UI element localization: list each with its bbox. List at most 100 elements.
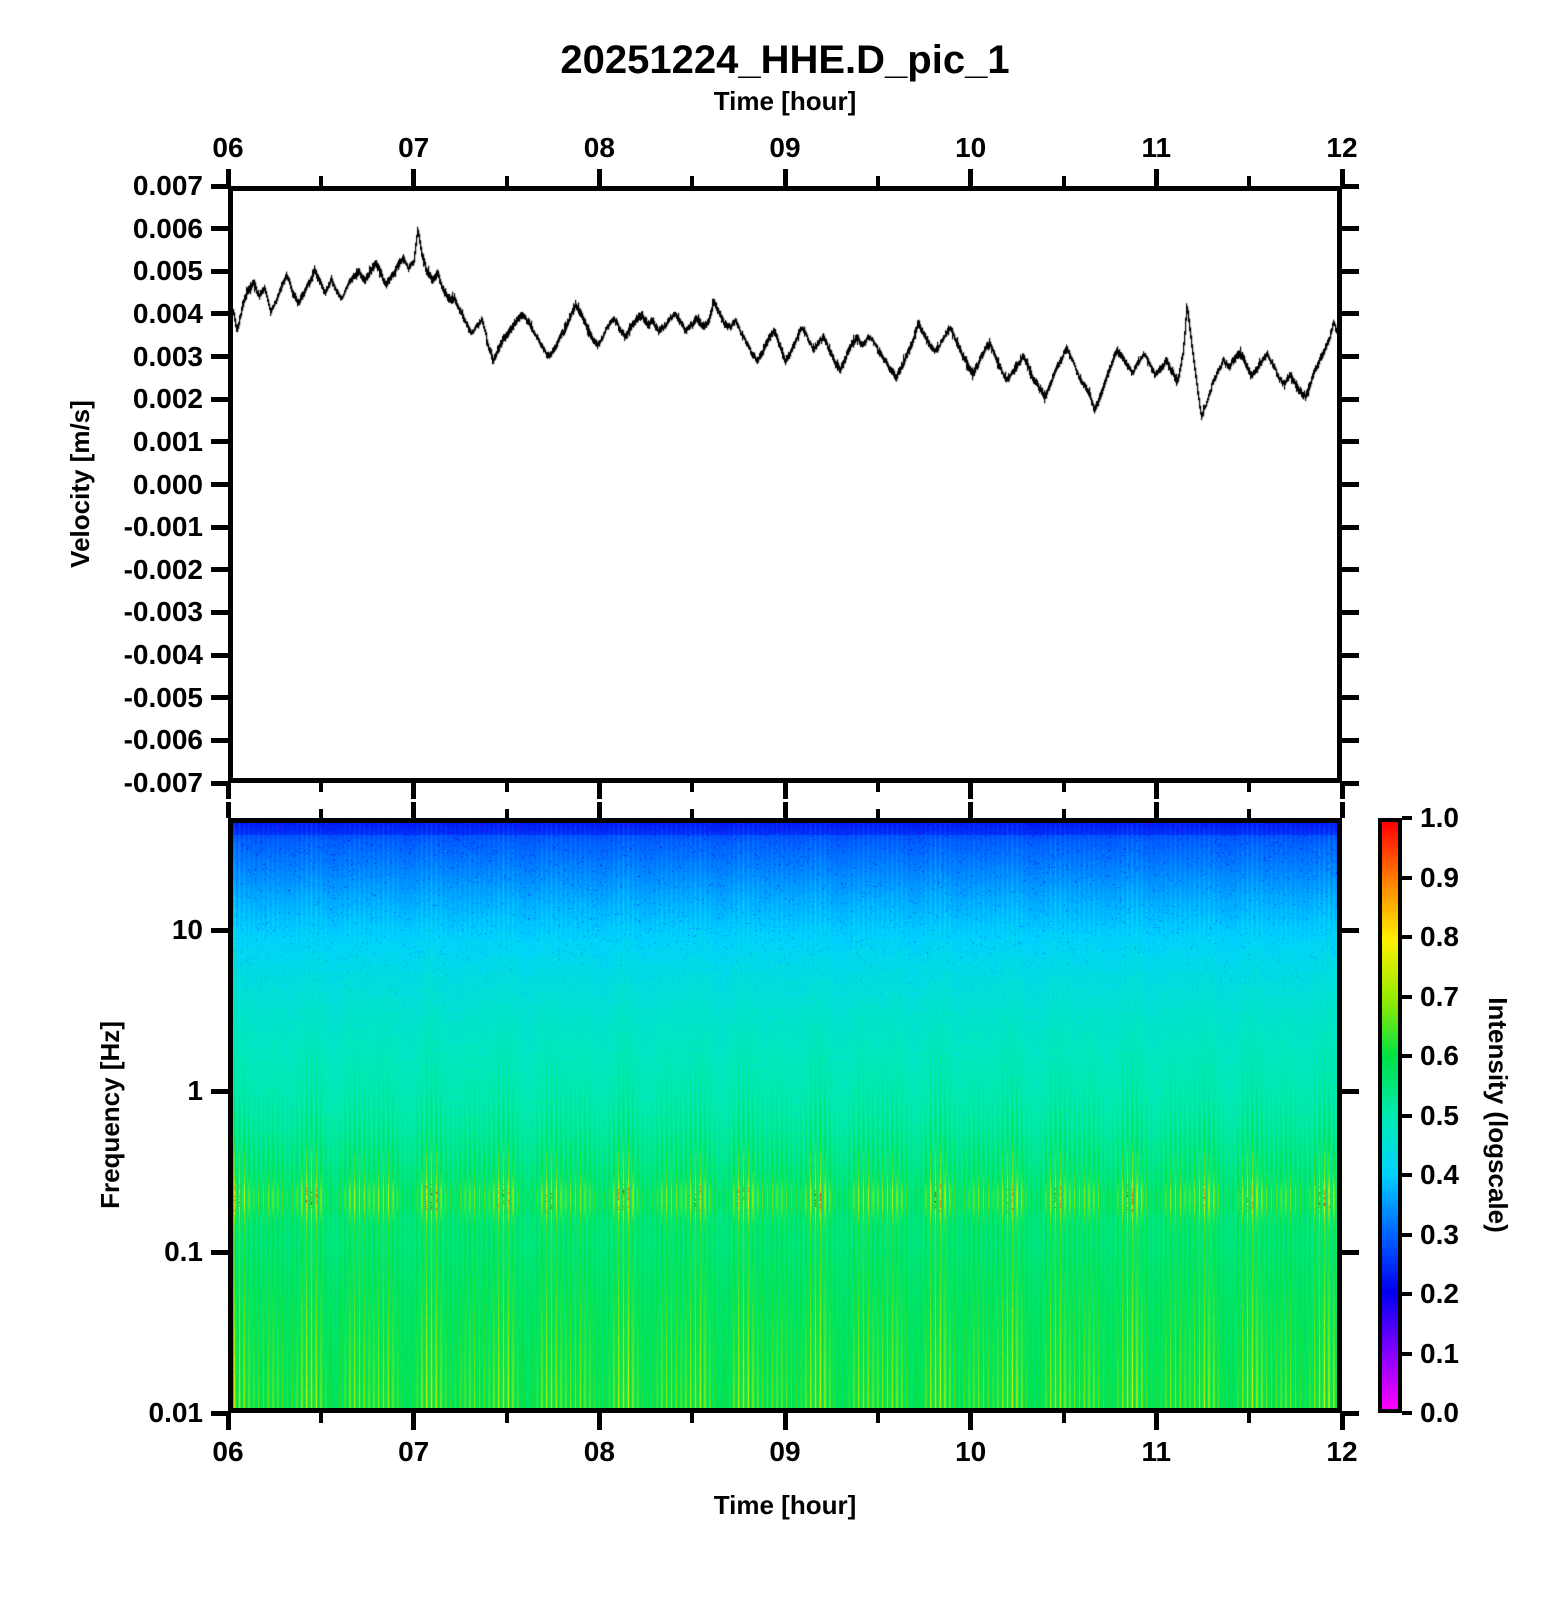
bottom-x-tick-label: 09	[769, 1436, 801, 1467]
frequency-tick-label: 1	[187, 1075, 203, 1107]
x-minor-tick	[1247, 1413, 1252, 1423]
x-minor-tick	[1247, 783, 1252, 792]
x-major-tick	[1153, 1413, 1159, 1430]
bottom-x-tick-label: 07	[398, 1436, 430, 1467]
velocity-tick-label: 0.001	[132, 425, 203, 457]
colorbar-tick	[1402, 1054, 1412, 1058]
y-major-tick	[211, 439, 228, 445]
y-major-tick	[211, 780, 228, 786]
top-x-tick-label: 09	[769, 132, 801, 163]
x-minor-tick	[875, 809, 880, 818]
x-minor-tick	[690, 783, 695, 792]
y-major-tick	[211, 927, 228, 933]
velocity-tick-label: -0.005	[123, 681, 203, 713]
x-minor-tick	[875, 783, 880, 792]
velocity-tick-label: 0.002	[132, 383, 203, 415]
velocity-tick-label: 0.004	[132, 297, 203, 329]
x-major-tick	[225, 783, 231, 799]
x-major-tick	[225, 1413, 231, 1430]
colorbar-tick-label: 0.0	[1420, 1397, 1459, 1428]
y-major-tick	[211, 1088, 228, 1094]
x-major-tick	[1339, 802, 1345, 818]
y-major-tick	[211, 183, 228, 189]
x-major-tick	[411, 1413, 417, 1430]
x-minor-tick	[1061, 809, 1066, 818]
y-major-tick	[211, 567, 228, 573]
y-major-tick	[211, 737, 228, 743]
bottom-x-tick-label: 12	[1326, 1436, 1358, 1467]
bottom-x-tick-label: 11	[1141, 1436, 1172, 1467]
y-major-tick	[1342, 1088, 1359, 1094]
colorbar-tick-label: 0.4	[1420, 1159, 1459, 1190]
x-major-tick	[1339, 1413, 1345, 1430]
colorbar-tick-label: 1.0	[1420, 802, 1459, 833]
x-minor-tick	[875, 1413, 880, 1423]
frequency-tick-label: 10	[171, 914, 203, 946]
x-major-tick	[411, 169, 417, 186]
colorbar-tick	[1402, 994, 1412, 999]
y-major-tick	[211, 268, 228, 274]
x-minor-tick	[690, 176, 695, 186]
colorbar-tick-label: 0.1	[1420, 1337, 1459, 1369]
colorbar-tick	[1402, 1351, 1412, 1356]
y-major-tick	[211, 311, 228, 317]
x-major-tick	[411, 783, 417, 799]
x-minor-tick	[318, 176, 323, 186]
colorbar-tick	[1402, 1292, 1412, 1296]
x-major-tick	[225, 169, 231, 186]
colorbar-tick	[1402, 875, 1412, 880]
x-major-tick	[411, 802, 417, 818]
y-major-tick	[1342, 927, 1359, 933]
top-x-tick-label: 11	[1141, 132, 1172, 163]
y-major-tick	[1342, 482, 1359, 487]
y-major-tick	[1342, 652, 1359, 658]
bottom-x-tick-label: 08	[583, 1436, 615, 1467]
intensity-colorbar	[1378, 818, 1402, 1413]
x-minor-tick	[504, 176, 509, 186]
x-minor-tick	[504, 809, 509, 818]
y-major-tick	[1342, 524, 1359, 530]
spectrogram-image	[233, 823, 1337, 1408]
colorbar-tick-label: 0.2	[1420, 1278, 1459, 1309]
y-major-tick	[1342, 609, 1359, 615]
y-major-tick	[1342, 1410, 1359, 1416]
x-major-tick	[968, 802, 974, 818]
top-x-tick-label: 12	[1326, 132, 1358, 163]
x-major-tick	[596, 1413, 602, 1430]
colorbar-tick-label: 0.3	[1420, 1218, 1459, 1250]
velocity-tick-label: -0.001	[123, 511, 203, 543]
y-major-tick	[1342, 695, 1359, 701]
x-major-tick	[782, 1413, 788, 1430]
colorbar-tick	[1402, 1411, 1412, 1415]
x-major-tick	[782, 802, 788, 818]
x-major-tick	[968, 783, 974, 799]
x-minor-tick	[318, 1413, 323, 1423]
x-minor-tick	[1061, 176, 1066, 186]
colorbar-tick-label: 0.9	[1420, 861, 1459, 893]
y-major-tick	[1342, 396, 1359, 402]
velocity-tick-label: -0.006	[123, 724, 203, 756]
x-minor-tick	[504, 783, 509, 792]
x-major-tick	[1153, 783, 1159, 799]
y-major-tick	[1342, 567, 1359, 573]
top-x-axis-title: Time [hour]	[713, 86, 857, 116]
velocity-tick-label: 0.007	[132, 170, 203, 201]
y-major-tick	[211, 1410, 228, 1416]
top-x-tick-label: 07	[398, 132, 430, 163]
y-major-tick	[1342, 439, 1359, 445]
colorbar-tick	[1402, 1173, 1412, 1177]
y-major-tick	[211, 652, 228, 658]
x-major-tick	[782, 783, 788, 799]
y-major-tick	[211, 396, 228, 402]
velocity-tick-label: -0.004	[123, 639, 203, 671]
y-major-tick	[211, 695, 228, 701]
velocity-tick-label: -0.003	[123, 596, 203, 628]
x-minor-tick	[875, 176, 880, 186]
bottom-x-tick-label: 10	[955, 1436, 987, 1467]
colorbar-tick	[1402, 816, 1412, 820]
bottom-x-tick-label: 06	[212, 1436, 244, 1467]
x-major-tick	[968, 169, 974, 186]
y-major-tick	[1342, 737, 1359, 743]
x-minor-tick	[690, 1413, 695, 1423]
y-major-tick	[1342, 780, 1359, 786]
